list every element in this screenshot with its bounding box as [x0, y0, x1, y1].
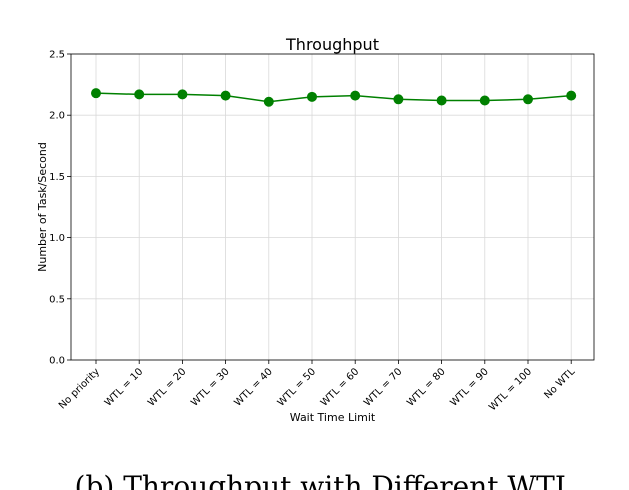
data-point	[91, 88, 101, 99]
chart-title: Throughput	[285, 35, 379, 54]
data-point	[436, 95, 447, 106]
x-tick-label: WTL = 60	[319, 366, 361, 408]
x-tick-label: WTL = 30	[189, 366, 231, 408]
x-tick-label: WTL = 20	[146, 366, 188, 408]
figure-caption: (b) Throughput with Different WTL	[75, 470, 574, 490]
y-tick-label: 2.5	[49, 50, 65, 61]
y-tick-label: 0.5	[49, 294, 65, 305]
x-tick-label: WTL = 40	[232, 366, 274, 408]
data-point	[134, 89, 145, 100]
x-tick-label: WTL = 90	[448, 366, 490, 408]
data-point	[566, 90, 577, 101]
x-tick-label: No priority	[57, 366, 102, 411]
y-axis-label: Number of Task/Second	[36, 142, 49, 272]
data-point	[479, 95, 490, 106]
y-tick-label: 0.0	[49, 356, 65, 367]
data-point	[393, 94, 404, 105]
x-tick-label: WTL = 80	[405, 366, 447, 408]
data-point	[307, 91, 317, 102]
plot-frame	[70, 53, 595, 361]
x-axis-ticks: No priority WTL = 10 WTL = 20 WTL = 30 WTL =…	[57, 360, 578, 413]
y-tick-label: 1.0	[49, 233, 65, 244]
x-tick-label: WTL = 10	[103, 366, 145, 408]
y-axis-ticks: 0.0 0.5 1.0 1.5 2.0 2.5	[49, 50, 71, 367]
x-axis-label: Wait Time Limit	[290, 411, 376, 424]
y-tick-label: 1.5	[49, 172, 65, 183]
data-point	[263, 96, 274, 107]
x-tick-label: No WTL	[542, 366, 577, 401]
data-point	[220, 90, 231, 101]
x-tick-label: WTL = 100	[487, 366, 534, 413]
data-point	[350, 90, 361, 101]
data-point	[523, 94, 533, 105]
x-tick-label: WTL = 50	[276, 366, 318, 408]
data-point	[177, 89, 188, 100]
x-tick-label: WTL = 70	[362, 366, 404, 408]
y-tick-label: 2.0	[49, 111, 65, 122]
throughput-series-line	[95, 92, 572, 103]
data-points	[91, 88, 577, 107]
